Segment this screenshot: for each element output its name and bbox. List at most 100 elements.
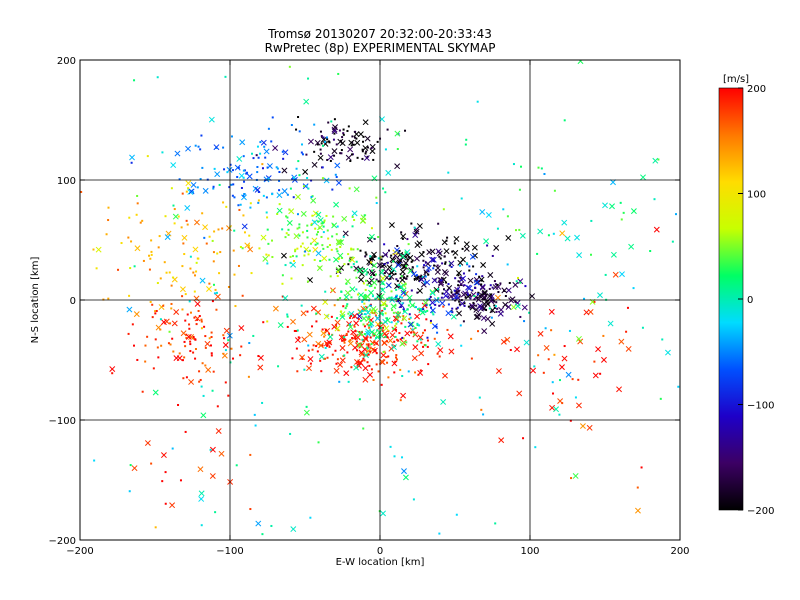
scatter-point-cross <box>429 256 436 263</box>
scatter-point-cross <box>244 242 251 249</box>
scatter-point-cross <box>290 526 297 533</box>
scatter-point-dot <box>349 160 352 163</box>
scatter-point-dot <box>209 448 212 451</box>
scatter-point-cross <box>453 293 460 299</box>
scatter-point-cross <box>439 300 446 307</box>
scatter-point-dot <box>456 306 459 309</box>
scatter-point-dot <box>305 184 308 187</box>
scatter-point-dot <box>316 143 319 146</box>
scatter-point-dot <box>298 226 301 229</box>
scatter-point-dot <box>362 135 365 138</box>
scatter-point-dot <box>352 263 355 266</box>
scatter-point-dot <box>392 327 395 330</box>
scatter-point-dot <box>164 502 167 505</box>
scatter-point-dot <box>160 344 163 347</box>
scatter-point-dot <box>497 290 500 293</box>
scatter-point-dot <box>195 270 198 273</box>
scatter-point-cross <box>356 341 363 348</box>
scatter-point-cross <box>247 246 254 253</box>
scatter-point-cross <box>320 330 327 337</box>
scatter-point-cross <box>402 474 409 481</box>
scatter-point-cross <box>607 320 614 327</box>
scatter-point-dot <box>447 295 450 298</box>
scatter-point-dot <box>467 293 470 296</box>
scatter-point-dot <box>154 310 157 313</box>
scatter-point-cross <box>344 289 351 296</box>
scatter-point-dot <box>438 304 441 307</box>
scatter-point-dot <box>250 272 253 275</box>
scatter-point-dot <box>326 229 329 232</box>
scatter-point-dot <box>343 263 346 266</box>
scatter-point-dot <box>558 413 561 416</box>
scatter-point-dot <box>341 336 344 339</box>
scatter-point-dot <box>292 196 295 199</box>
scatter-point-dot <box>390 321 393 324</box>
scatter-point-dot <box>493 280 496 283</box>
scatter-point-dot <box>201 362 204 365</box>
scatter-point-dot <box>335 247 338 250</box>
scatter-point-dot <box>239 203 242 206</box>
scatter-point-dot <box>189 255 192 258</box>
scatter-point-dot <box>335 362 338 365</box>
scatter-point-cross <box>402 260 409 267</box>
scatter-point-dot <box>431 311 434 314</box>
scatter-point-dot <box>494 305 497 308</box>
scatter-point-dot <box>419 338 422 341</box>
scatter-point-dot <box>259 141 262 144</box>
scatter-point-dot <box>400 322 403 325</box>
scatter-point-dot <box>294 250 297 253</box>
scatter-point-dot <box>213 167 216 170</box>
scatter-point-cross <box>299 354 306 361</box>
scatter-point-dot <box>264 156 267 159</box>
scatter-point-dot <box>364 294 367 297</box>
scatter-point-cross <box>388 345 395 352</box>
scatter-point-dot <box>475 273 478 276</box>
scatter-point-dot <box>347 125 350 128</box>
scatter-point-dot <box>622 211 625 214</box>
scatter-point-dot <box>381 255 384 258</box>
scatter-point-dot <box>348 187 351 190</box>
scatter-point-cross <box>425 265 432 271</box>
scatter-point-dot <box>253 413 256 416</box>
scatter-point-dot <box>172 350 175 353</box>
scatter-point-dot <box>485 308 488 311</box>
scatter-point-dot <box>200 524 203 527</box>
scatter-point-dot <box>347 312 350 315</box>
scatter-point-dot <box>413 277 416 280</box>
scatter-point-dot <box>320 235 323 238</box>
scatter-point-dot <box>299 245 302 248</box>
scatter-point-cross <box>537 330 544 337</box>
scatter-point-dot <box>216 405 219 408</box>
scatter-point-cross <box>399 276 406 283</box>
scatter-point-dot <box>242 155 245 158</box>
x-tick-label: 100 <box>520 546 539 557</box>
scatter-point-dot <box>307 344 310 347</box>
scatter-point-cross <box>134 245 141 252</box>
scatter-point-dot <box>387 376 390 379</box>
scatter-point-dot <box>223 168 226 171</box>
scatter-point-cross <box>286 219 293 226</box>
scatter-point-dot <box>395 294 398 297</box>
scatter-point-dot <box>469 297 472 300</box>
scatter-point-dot <box>528 311 531 314</box>
scatter-point-dot <box>506 263 509 266</box>
scatter-point-dot <box>217 228 220 231</box>
scatter-point-dot <box>144 360 147 363</box>
scatter-point-cross <box>363 155 370 162</box>
scatter-point-cross <box>131 465 138 472</box>
scatter-point-dot <box>218 183 221 186</box>
scatter-point-dot <box>197 145 200 148</box>
scatter-point-dot <box>181 359 184 362</box>
scatter-point-dot <box>316 350 319 353</box>
scatter-point-dot <box>229 361 232 364</box>
scatter-point-dot <box>185 376 188 379</box>
scatter-point-cross <box>530 367 537 374</box>
scatter-point-cross <box>418 350 425 357</box>
scatter-point-dot <box>417 308 420 311</box>
scatter-point-dot <box>111 372 114 375</box>
scatter-point-cross <box>205 366 212 373</box>
scatter-point-cross <box>565 371 572 378</box>
scatter-point-dot <box>450 265 453 268</box>
scatter-point-dot <box>396 245 399 248</box>
scatter-point-dot <box>248 342 251 345</box>
